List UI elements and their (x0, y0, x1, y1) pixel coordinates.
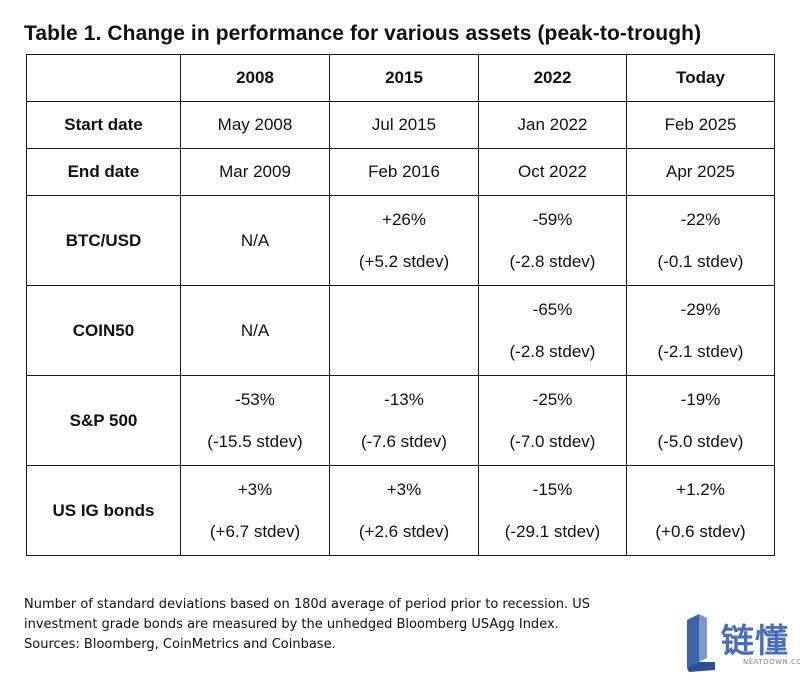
logo-mark-icon (687, 614, 715, 672)
cell-stdev: (-7.6 stdev) (361, 431, 447, 451)
cell-stdev: (-2.8 stdev) (509, 251, 596, 271)
cell-stdev: (-29.1 stdev) (504, 521, 601, 541)
watermark-text-cn: 链懂 (721, 621, 789, 660)
row-label: US IG bonds (26, 465, 181, 556)
table-cell: +1.2% (+0.6 stdev) (626, 465, 775, 556)
cell-stdev: (+5.2 stdev) (358, 251, 450, 271)
footnote-line: Number of standard deviations based on 1… (24, 597, 591, 612)
table-cell: Feb 2025 (626, 101, 775, 149)
table-cell: -65% (-2.8 stdev) (478, 285, 627, 376)
header-cell-blank (26, 54, 181, 102)
table-header-row: 2008 2015 2022 Today (26, 54, 775, 102)
footnote: Number of standard deviations based on 1… (24, 595, 590, 655)
cell-value: N/A (240, 230, 270, 250)
cell-stdev: (-5.0 stdev) (657, 431, 744, 451)
cell-value: -65% (532, 299, 573, 319)
table-cell: N/A (180, 195, 330, 286)
row-label: Start date (26, 101, 181, 149)
watermark-logo: 链懂 NEATDOWN.COM (683, 612, 800, 674)
table-cell: -59% (-2.8 stdev) (478, 195, 627, 286)
table-cell: -25% (-7.0 stdev) (478, 375, 627, 466)
cell-stdev: (+6.7 stdev) (209, 521, 301, 541)
cell-value: -22% (680, 209, 721, 229)
cell-stdev: (-7.0 stdev) (509, 431, 596, 451)
header-cell-2022: 2022 (478, 54, 627, 102)
row-label: End date (26, 148, 181, 196)
table-row-coin50: COIN50 N/A -65% (-2.8 stdev) -29% (-2.1 … (26, 285, 775, 376)
table-cell: -53% (-15.5 stdev) (180, 375, 330, 466)
cell-value: -15% (532, 479, 573, 499)
row-label: S&P 500 (26, 375, 181, 466)
table-row-end-date: End date Mar 2009 Feb 2016 Oct 2022 Apr … (26, 148, 775, 196)
table-row-sp500: S&P 500 -53% (-15.5 stdev) -13% (-7.6 st… (26, 375, 775, 466)
table-row-us-ig-bonds: US IG bonds +3% (+6.7 stdev) +3% (+2.6 s… (26, 465, 775, 556)
cell-value: -53% (235, 389, 275, 409)
cell-value: +1.2% (676, 479, 725, 499)
cell-stdev: (-0.1 stdev) (657, 251, 744, 271)
table-cell: Jul 2015 (329, 101, 479, 149)
cell-stdev: (+2.6 stdev) (358, 521, 450, 541)
table-cell: -29% (-2.1 stdev) (626, 285, 775, 376)
table-cell: Apr 2025 (626, 148, 775, 196)
table-cell: May 2008 (180, 101, 330, 149)
table-cell: -15% (-29.1 stdev) (478, 465, 627, 556)
cell-value: -25% (532, 389, 573, 409)
cell-stdev: (+0.6 stdev) (655, 521, 746, 541)
table-cell: Mar 2009 (180, 148, 330, 196)
row-label: BTC/USD (26, 195, 181, 286)
cell-value: -59% (532, 209, 573, 229)
table-cell: -19% (-5.0 stdev) (626, 375, 775, 466)
cell-value: +26% (382, 209, 426, 229)
header-cell-2015: 2015 (329, 54, 479, 102)
cell-value: +3% (237, 479, 273, 499)
table-cell: Jan 2022 (478, 101, 627, 149)
table-cell: -13% (-7.6 stdev) (329, 375, 479, 466)
header-cell-today: Today (626, 54, 775, 102)
table-cell: N/A (180, 285, 330, 376)
cell-value: N/A (240, 320, 270, 340)
header-cell-2008: 2008 (180, 54, 330, 102)
performance-table: 2008 2015 2022 Today Start date May 2008… (26, 54, 775, 556)
table-cell: +3% (+6.7 stdev) (180, 465, 330, 556)
cell-value: -19% (680, 389, 721, 409)
cell-stdev: (-2.8 stdev) (509, 341, 596, 361)
cell-stdev: (-15.5 stdev) (207, 431, 303, 451)
table-cell: -22% (-0.1 stdev) (626, 195, 775, 286)
table-row-btc-usd: BTC/USD N/A +26% (+5.2 stdev) -59% (-2.8… (26, 195, 775, 286)
table-cell: +26% (+5.2 stdev) (329, 195, 479, 286)
footnote-line: Sources: Bloomberg, CoinMetrics and Coin… (24, 637, 336, 652)
cell-value: -29% (680, 299, 721, 319)
table-cell: Feb 2016 (329, 148, 479, 196)
row-label: COIN50 (26, 285, 181, 376)
cell-value: +3% (386, 479, 422, 499)
table-row-start-date: Start date May 2008 Jul 2015 Jan 2022 Fe… (26, 101, 775, 149)
table-cell: Oct 2022 (478, 148, 627, 196)
watermark-text-en: NEATDOWN.COM (743, 658, 800, 666)
table-cell (329, 285, 479, 376)
footnote-line: investment grade bonds are measured by t… (24, 617, 559, 632)
table-title: Table 1. Change in performance for vario… (24, 22, 702, 45)
cell-stdev: (-2.1 stdev) (657, 341, 744, 361)
cell-value: -13% (384, 389, 424, 409)
table-cell: +3% (+2.6 stdev) (329, 465, 479, 556)
